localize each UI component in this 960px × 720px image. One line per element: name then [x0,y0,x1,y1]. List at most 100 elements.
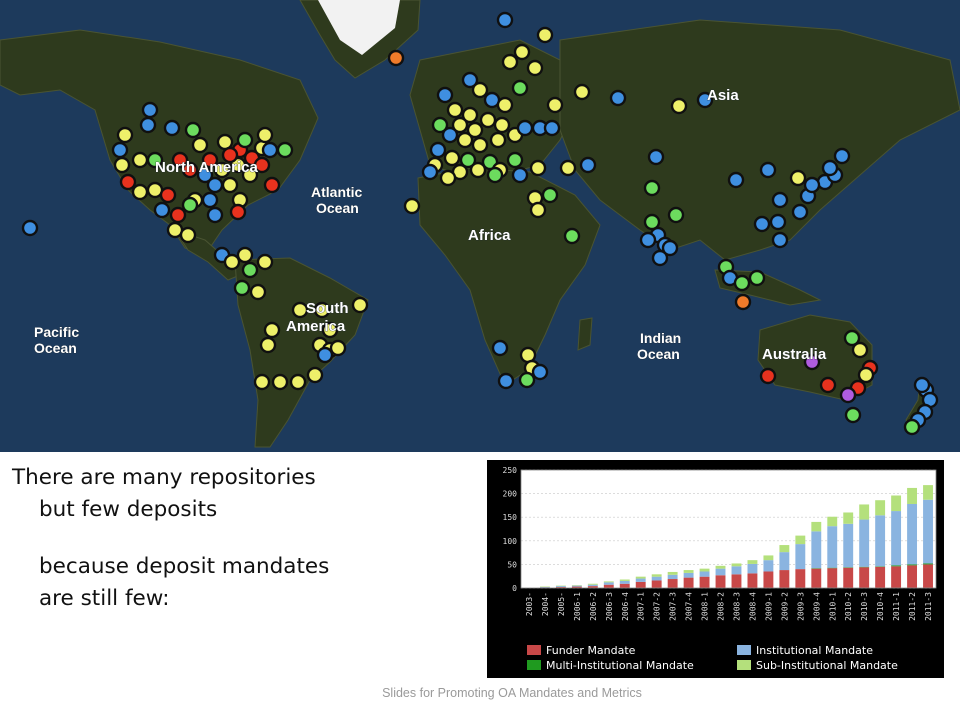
x-tick-label: 2011-3 [924,592,933,621]
chart-frame [520,469,937,589]
bar-segment [587,586,598,588]
label-south-america-2: America [286,318,346,335]
repository-marker [181,161,199,179]
x-tick-label: 2009-3 [796,592,805,621]
bar-segment [827,516,838,527]
bar-segment [907,503,918,565]
label-atlantic-1: Atlantic [311,184,363,200]
bar-segment [763,555,774,561]
repository-marker [696,91,714,109]
bar-segment [843,512,854,524]
bar-segment [875,500,886,516]
x-tick-label: 2004- [541,592,550,616]
repository-marker [541,186,559,204]
repository-marker [131,151,149,169]
repository-marker [497,372,515,390]
bar-segment [731,566,742,575]
x-tick-label: 2009-1 [764,592,773,621]
bar-segment [683,577,694,588]
repository-marker [506,151,524,169]
legend-swatch [527,660,541,670]
bar-segment [811,521,822,532]
x-tick-label: 2006-4 [621,592,630,621]
repository-marker [857,366,875,384]
bar-segment [635,576,646,579]
x-tick-label: 2009-2 [780,592,789,621]
repository-marker [748,269,766,287]
world-map: North America Atlantic Ocean Africa Asia… [0,0,960,452]
bar-segment [635,581,646,588]
repository-marker [489,131,507,149]
repository-marker [501,53,519,71]
bar-segment [779,570,790,588]
bar-segment [827,526,838,568]
legend-label: Sub-Institutional Mandate [756,659,898,672]
bar-segment [875,566,886,588]
repository-marker [139,116,157,134]
repository-marker [559,159,577,177]
repository-marker [236,131,254,149]
repository-marker [213,161,231,179]
repository-marker [661,239,679,257]
bar-segment [715,565,726,569]
repository-marker [21,219,39,237]
bar-segment [699,576,710,588]
repository-marker [526,59,544,77]
bar-segment [683,572,694,578]
x-tick-label: 2010-1 [828,592,837,621]
repository-marker [821,159,839,177]
repository-marker [759,367,777,385]
legend-label: Multi-Institutional Mandate [546,659,694,672]
repository-marker [459,151,477,169]
repository-marker [403,197,421,215]
mandates-chart: 0 50 100 150 200 250 2003- 2004- 2005- 2006-1 2006… [487,460,944,678]
bar-segment [651,574,662,577]
bar-segment [891,511,902,566]
bar-segment [731,563,742,567]
repository-marker [141,101,159,119]
bar-segment [651,580,662,588]
repository-marker [223,253,241,271]
label-indian-1: Indian [640,330,681,346]
repository-marker [579,156,597,174]
repository-marker [201,191,219,209]
bar-segment [923,499,933,564]
repository-marker [443,149,461,167]
repository-marker [191,136,209,154]
bar-segment [651,576,662,581]
x-tick-label: 2006-1 [573,592,582,621]
repository-marker [479,111,497,129]
repository-marker [466,121,484,139]
repository-marker [446,101,464,119]
bar-segment [699,571,710,577]
repository-marker [436,86,454,104]
bar-segment [747,573,758,588]
repository-marker [111,141,129,159]
x-tick-label: 2011-1 [892,592,901,621]
x-tick-label: 2005- [557,592,566,616]
bar-segment [763,560,774,572]
bar-segment [779,552,790,571]
repository-marker [609,89,627,107]
repository-marker [241,166,259,184]
repository-marker [493,116,511,134]
label-pacific-1: Pacific [34,324,79,340]
bar-segment [603,584,614,588]
repository-marker [179,226,197,244]
bar-segment [827,568,838,588]
bar-segment [763,571,774,588]
bar-segment [587,584,598,587]
repository-marker [241,261,259,279]
repository-marker [221,146,239,164]
repository-marker [316,346,334,364]
repository-marker [159,186,177,204]
repository-marker [471,136,489,154]
x-tick-label: 2003- [525,592,534,616]
repository-marker [201,151,219,169]
bar-segment [923,563,933,565]
bar-segment [907,565,918,588]
repository-marker [456,131,474,149]
bar-segment [683,570,694,573]
bar-segment [555,587,566,588]
x-tick-label: 2010-3 [860,592,869,621]
